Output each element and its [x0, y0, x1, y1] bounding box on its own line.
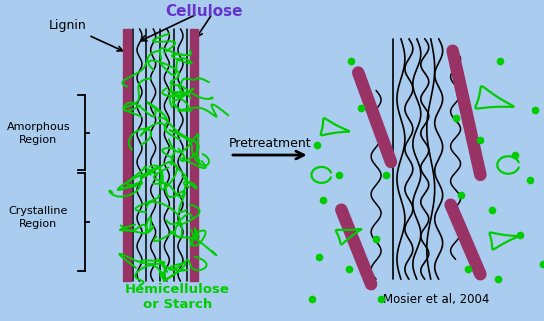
Text: Hemicellulose
or Starch: Hemicellulose or Starch: [125, 271, 230, 311]
Text: Amorphous
Region: Amorphous Region: [7, 122, 70, 145]
Text: Lignin: Lignin: [49, 19, 122, 51]
Text: Crystalline
Region: Crystalline Region: [9, 206, 68, 229]
Bar: [190, 29, 198, 281]
Text: Cellulose: Cellulose: [165, 4, 243, 20]
Bar: [123, 29, 131, 281]
Text: Pretreatment: Pretreatment: [228, 137, 311, 150]
Text: Mosier et al, 2004: Mosier et al, 2004: [382, 293, 489, 306]
